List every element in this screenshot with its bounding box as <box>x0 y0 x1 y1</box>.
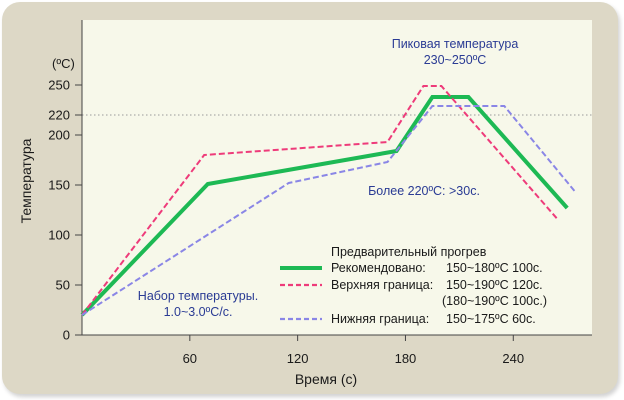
legend-value-upper: 150~190ºC 120c. <box>446 278 543 292</box>
y-axis-title: Температура <box>18 138 34 223</box>
plot-area <box>82 20 592 335</box>
y-tick-label: 200 <box>48 128 70 143</box>
series-line-upper <box>81 85 559 316</box>
x-tick-label: 180 <box>395 351 417 366</box>
legend: Предварительный прогрев Рекомендовано: 1… <box>280 245 547 326</box>
legend-value-recommended: 150~180ºC 100c. <box>446 261 543 275</box>
x-tick-label: 60 <box>183 351 197 366</box>
x-axis-title: Время (с) <box>295 371 357 387</box>
ramp-annotation-line2: 1.0~3.0ºC/c. <box>164 305 233 319</box>
legend-extra-upper: (180~190ºC 100c.) <box>442 294 547 308</box>
legend-value-lower: 150~175ºC 60c. <box>446 312 536 326</box>
series-line-recommended <box>80 95 569 317</box>
legend-title: Предварительный прогрев <box>331 245 487 259</box>
axis-layer: 0 50 100 150 200 220 250 60 120 180 240 <box>48 20 592 366</box>
series-layer <box>80 85 577 317</box>
peak-annotation-line2: 230~250ºC <box>424 53 487 67</box>
legend-label-lower: Нижняя граница: <box>331 312 429 326</box>
peak-annotation-line1: Пиковая температура <box>392 37 519 51</box>
ramp-annotation-line1: Набор температуры. <box>138 289 258 303</box>
legend-label-upper: Верхняя граница: <box>331 278 433 292</box>
x-tick-label: 120 <box>287 351 309 366</box>
y-tick-label: 150 <box>48 178 70 193</box>
y-tick-label: 100 <box>48 228 70 243</box>
y-tick-label: 0 <box>63 328 70 343</box>
y-tick-label: 250 <box>48 78 70 93</box>
y-tick-label: 50 <box>56 278 70 293</box>
above-220-annotation: Более 220ºC: >30c. <box>368 184 480 198</box>
y-axis-unit-label: (ºC) <box>52 56 75 71</box>
x-tick-label: 240 <box>502 351 524 366</box>
series-line-lower <box>81 105 577 316</box>
y-tick-label: 220 <box>48 108 70 123</box>
legend-label-recommended: Рекомендовано: <box>331 261 426 275</box>
